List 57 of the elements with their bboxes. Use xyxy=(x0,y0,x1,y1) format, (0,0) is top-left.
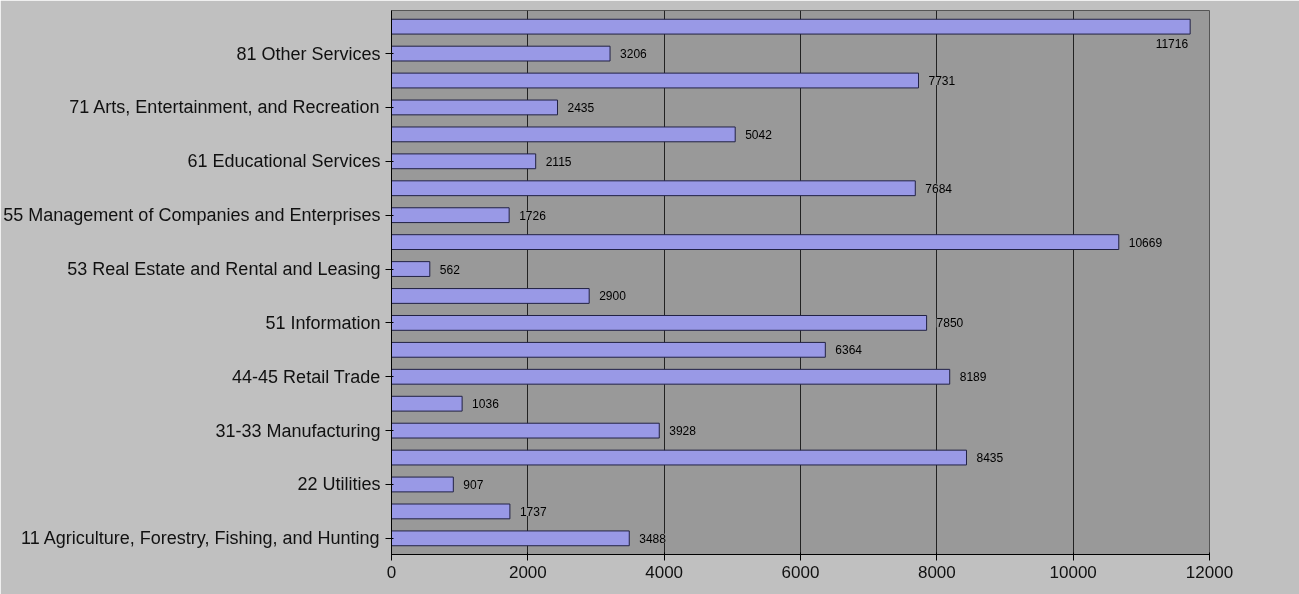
data-label: 7850 xyxy=(936,316,964,331)
y-tick-label: 61 Educational Services xyxy=(187,151,381,172)
data-label: 6364 xyxy=(835,343,863,358)
data-label: 8189 xyxy=(959,370,987,385)
data-label: 7684 xyxy=(925,181,953,196)
data-label: 5042 xyxy=(745,127,773,142)
data-label: 2115 xyxy=(545,154,572,169)
data-label: 907 xyxy=(463,477,484,492)
bar xyxy=(391,99,558,116)
bar xyxy=(391,126,736,143)
y-tick-label: 22 Utilities xyxy=(297,474,381,495)
data-label: 1737 xyxy=(519,504,547,519)
data-label: 2900 xyxy=(599,289,627,304)
data-label: 11716 xyxy=(1155,37,1189,52)
x-tick-label: 8000 xyxy=(917,562,956,582)
bar xyxy=(391,368,951,385)
data-label: 7731 xyxy=(928,74,956,89)
y-tick-label: 44-45 Retail Trade xyxy=(232,366,381,387)
x-tick-label: 2000 xyxy=(508,562,547,582)
bar xyxy=(391,503,511,520)
x-tick-label: 4000 xyxy=(645,562,684,582)
bar xyxy=(391,153,537,170)
bar xyxy=(391,72,919,89)
bar xyxy=(391,45,611,62)
bar xyxy=(391,530,630,547)
data-label: 1726 xyxy=(519,208,547,223)
y-tick-label: 11 Agriculture, Forestry, Fishing, and Hunting xyxy=(21,528,380,549)
y-tick-label: 81 Other Services xyxy=(236,43,381,64)
x-tick-label: 10000 xyxy=(1049,562,1097,582)
data-label: 2435 xyxy=(567,100,595,115)
data-label: 3206 xyxy=(620,47,648,62)
bar xyxy=(391,207,510,224)
bar xyxy=(391,341,826,358)
data-label: 10669 xyxy=(1128,235,1163,250)
data-label: 1036 xyxy=(472,397,500,412)
y-tick-label: 53 Real Estate and Rental and Leasing xyxy=(67,259,381,280)
y-tick-label: 71 Arts, Entertainment, and Recreation xyxy=(69,97,380,118)
x-tick-label: 6000 xyxy=(781,562,820,582)
bar xyxy=(391,18,1191,35)
bar xyxy=(391,476,454,493)
data-label: 3928 xyxy=(669,424,697,439)
y-tick-label: 51 Information xyxy=(265,312,381,333)
bar xyxy=(391,449,967,466)
bar xyxy=(391,314,928,331)
bar xyxy=(391,422,660,439)
bar xyxy=(391,180,916,197)
x-tick-label: 0 xyxy=(386,562,397,582)
data-label: 562 xyxy=(439,262,461,277)
data-label: 8435 xyxy=(976,451,1004,466)
bar xyxy=(391,234,1120,251)
data-label: 3488 xyxy=(639,531,667,546)
y-tick-label: 31-33 Manufacturing xyxy=(215,420,381,441)
bar xyxy=(391,261,431,277)
bar xyxy=(391,395,463,412)
y-tick-label: 55 Management of Companies and Enterprises xyxy=(3,205,381,226)
bar xyxy=(391,288,590,304)
x-tick-label: 12000 xyxy=(1185,562,1234,582)
